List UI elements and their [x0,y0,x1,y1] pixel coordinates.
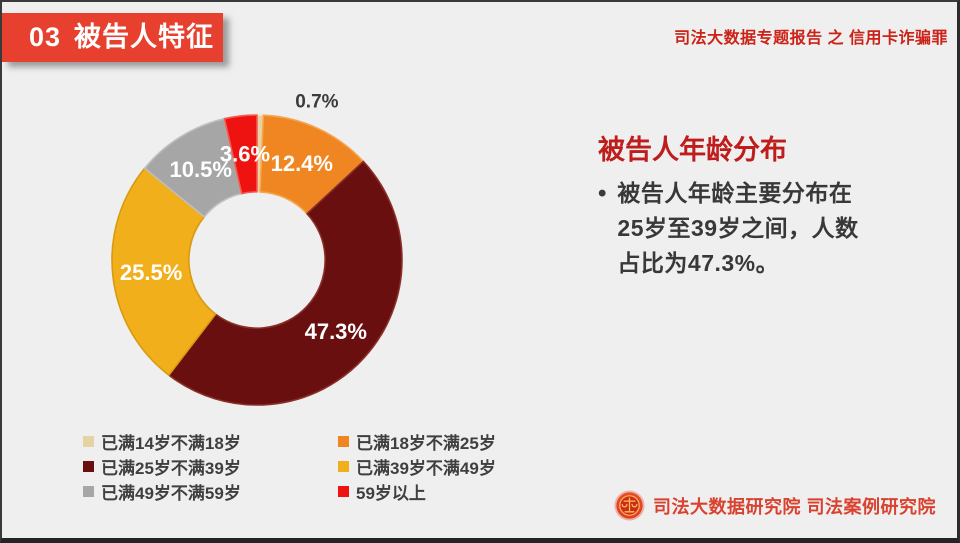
legend-swatch-icon [338,460,349,472]
legend-swatch-icon [83,435,94,447]
legend-label: 已满14岁不满18岁 [101,433,241,453]
donut-slice-3 [111,167,217,376]
legend-swatch-icon [338,485,349,497]
slice-label-5: 3.6% [220,142,270,167]
legend-item-3: 已满39岁不满49岁 [338,456,496,478]
donut-slice-2 [168,160,403,406]
legend-swatch-icon [83,485,94,497]
section-number: 03 [29,22,62,52]
donut-slice-5 [223,114,258,195]
donut-chart-svg: 0.7% 12.4% 47.3% 25.5% 10.5%3.6% [111,92,403,406]
legend-label: 59岁以上 [356,483,426,503]
footer: 司法大数据研究院 司法案例研究院 [613,489,936,522]
section-banner: 03 被告人特征 [2,13,223,62]
chart-legend: 已满14岁不满18岁 已满18岁不满25岁已满25岁不满39岁 已满39岁不满49岁… [83,431,496,503]
panel-bullet: • 被告人年龄主要分布在 25岁至39岁之间，人数 占比为47.3%。 [598,176,859,281]
legend-item-0: 已满14岁不满18岁 [83,431,338,453]
legend-item-1: 已满18岁不满25岁 [338,431,496,453]
section-title: 被告人特征 [74,22,215,52]
legend-swatch-icon [83,460,94,472]
bullet-line: 25岁至39岁之间，人数 [617,215,859,241]
slice-label-3: 25.5% [120,260,182,285]
donut-chart: 0.7% 12.4% 47.3% 25.5% 10.5% 3.6% [87,90,427,430]
legend-label: 已满39岁不满49岁 [356,458,496,478]
footer-org-text: 司法大数据研究院 司法案例研究院 [653,496,936,517]
legend-swatch-icon [338,435,349,447]
legend-item-2: 已满25岁不满39岁 [83,456,338,478]
bullet-line: 占比为47.3%。 [617,250,780,276]
panel-title: 被告人年龄分布 [598,135,787,165]
report-title: 司法大数据专题报告 之 信用卡诈骗罪 [674,30,948,47]
legend-label: 已满25岁不满39岁 [101,458,241,478]
legend-label: 已满49岁不满59岁 [101,483,241,503]
slice-label-0: 0.7% [295,92,338,113]
court-emblem-icon [614,490,645,521]
bullet-dot-icon: • [598,180,607,207]
legend-item-5: 59岁以上 [338,481,496,503]
legend-item-4: 已满49岁不满59岁 [83,481,338,503]
slice-label-1: 12.4% [271,151,333,176]
legend-label: 已满18岁不满25岁 [356,433,496,453]
bullet-text: 被告人年龄主要分布在 25岁至39岁之间，人数 占比为47.3%。 [617,176,858,281]
slice-label-4: 10.5% [170,157,232,182]
bullet-line: 被告人年龄主要分布在 [617,180,853,206]
slice-label-2: 47.3% [305,319,367,344]
